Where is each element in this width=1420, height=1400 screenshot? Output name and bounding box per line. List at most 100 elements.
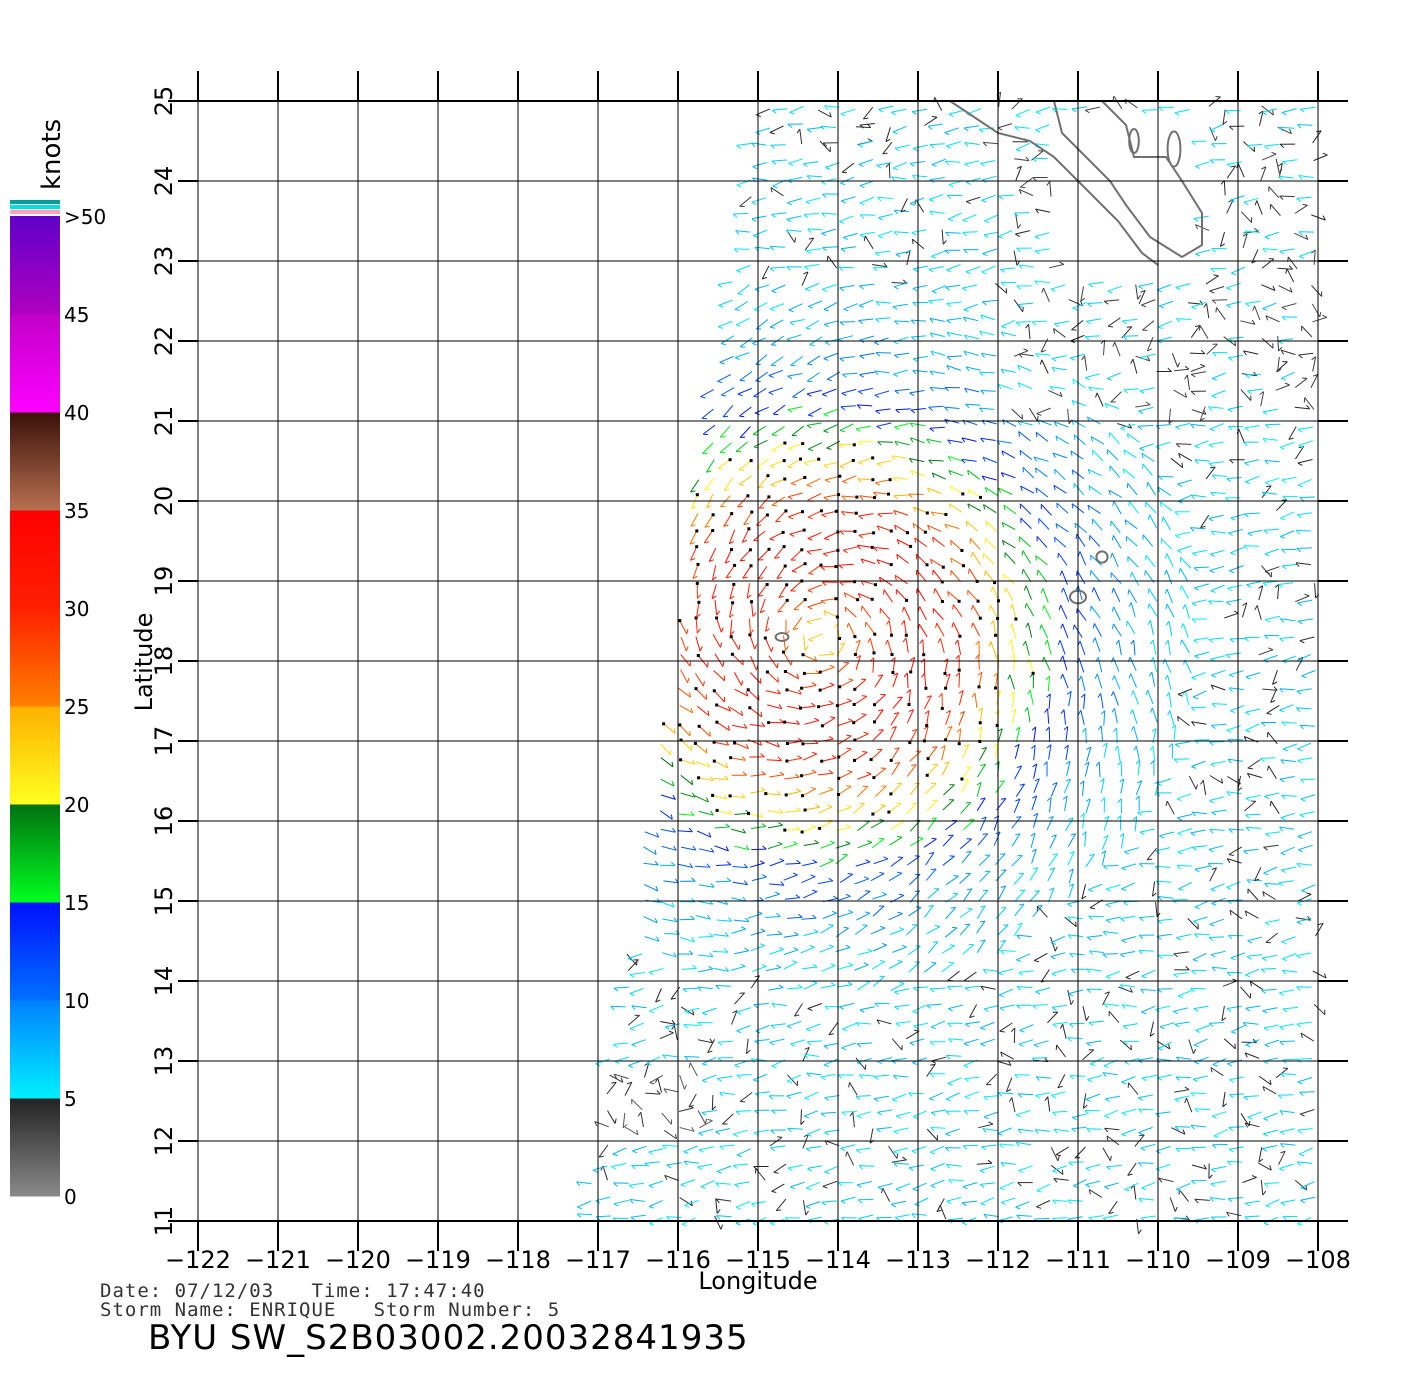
wind-vector-barb: [696, 613, 701, 618]
wind-vector: [822, 1180, 838, 1187]
wind-vector-barb: [1059, 1023, 1064, 1029]
wind-vector: [1050, 936, 1056, 952]
wind-vector-barb: [1070, 833, 1076, 836]
wind-vector: [1300, 106, 1316, 110]
wind-vector: [749, 707, 763, 718]
wind-vector: [941, 745, 946, 761]
wind-vector: [1014, 158, 1030, 162]
wind-vector-barb: [1060, 709, 1065, 715]
wind-vector: [807, 1003, 822, 1010]
wind-vector: [888, 1145, 898, 1159]
wind-vector-barb: [965, 766, 971, 769]
wind-vector-barb: [902, 637, 907, 643]
wind-vector-barb: [821, 212, 826, 218]
wind-vector-barb: [856, 1062, 862, 1066]
wind-vector-barb: [848, 678, 854, 681]
rain-flag-marker: [802, 528, 806, 532]
wind-vector: [929, 370, 945, 375]
wind-vector-barb: [1194, 445, 1200, 449]
wind-vector-barb: [1011, 708, 1017, 713]
wind-vector: [767, 824, 783, 829]
wind-vector: [806, 617, 822, 623]
wind-vector-barb: [861, 605, 863, 611]
rain-flag-marker: [803, 476, 807, 479]
wind-vector: [738, 406, 752, 417]
wind-vector-barb: [997, 1133, 1003, 1136]
wind-vector: [1123, 388, 1139, 391]
wind-vector-barb: [745, 917, 750, 922]
wind-vector-barb: [908, 458, 913, 463]
wind-vector-barb: [690, 490, 696, 493]
rain-flag-marker: [765, 513, 769, 517]
wind-vector: [695, 636, 701, 652]
wind-vector: [926, 1063, 936, 1077]
wind-vector: [806, 389, 822, 395]
wind-vector-barb: [613, 1182, 618, 1187]
wind-vector: [707, 1039, 716, 1053]
wind-vector: [1047, 676, 1051, 692]
wind-vector-barb: [1279, 127, 1284, 132]
wind-vector: [924, 673, 927, 689]
wind-vector-barb: [1085, 377, 1090, 381]
wind-vector: [751, 848, 767, 851]
wind-vector: [981, 1144, 997, 1148]
wind-vector: [1245, 373, 1261, 376]
wind-vector-barb: [771, 504, 777, 507]
wind-vector: [786, 757, 802, 762]
wind-vector-barb: [1010, 691, 1015, 696]
wind-vector: [942, 799, 955, 811]
wind-vector: [1065, 745, 1069, 761]
wind-vector: [659, 1032, 674, 1040]
wind-vector-barb: [867, 948, 873, 952]
wind-vector-barb: [839, 581, 844, 586]
wind-vector: [788, 511, 803, 518]
wind-vector: [695, 688, 707, 700]
wind-vector-barb: [739, 415, 745, 418]
wind-vector: [875, 250, 891, 254]
wind-vector: [1152, 657, 1158, 673]
wind-vector-barb: [1297, 620, 1303, 625]
wind-vector-barb: [1322, 314, 1328, 318]
wind-vector: [1229, 909, 1243, 920]
wind-vector: [612, 1147, 627, 1155]
wind-vector: [1112, 623, 1122, 637]
wind-vector-barb: [1177, 851, 1183, 855]
wind-vector: [1080, 675, 1086, 691]
wind-vector: [930, 1126, 946, 1129]
rain-flag-marker: [800, 830, 804, 834]
wind-vector-barb: [929, 427, 935, 432]
wind-vector-barb: [894, 991, 899, 995]
wind-vector-barb: [710, 847, 715, 853]
wind-vector-barb: [792, 872, 798, 876]
wind-vector: [882, 1187, 891, 1202]
wind-vector: [1191, 301, 1206, 308]
wind-vector-barb: [709, 776, 714, 781]
wind-vector-barb: [1279, 688, 1284, 693]
wind-vector-barb: [1226, 163, 1232, 168]
wind-vector-barb: [1057, 640, 1061, 646]
wind-vector-barb: [1191, 970, 1196, 975]
wind-vector: [948, 1179, 964, 1181]
wind-vector: [962, 284, 978, 289]
wind-vector-barb: [1122, 335, 1128, 340]
rain-flag-marker: [820, 724, 824, 728]
wind-vector-barb: [680, 1184, 686, 1188]
wind-vector-barb: [803, 271, 809, 275]
wind-vector-barb: [962, 287, 967, 292]
wind-vector: [1265, 315, 1280, 323]
wind-vector: [1247, 388, 1263, 392]
wind-vector: [985, 537, 997, 550]
wind-vector-barb: [1000, 853, 1006, 855]
wind-vector-barb: [963, 1065, 969, 1068]
wind-vector: [1036, 1183, 1051, 1192]
wind-vector-barb: [1245, 1202, 1250, 1207]
rain-flag-marker: [784, 793, 788, 797]
wind-vector: [729, 707, 743, 717]
wind-vector-barb: [967, 907, 973, 910]
wind-vector-barb: [1176, 318, 1181, 323]
wind-vector: [660, 828, 676, 833]
wind-vector: [679, 704, 693, 714]
wind-vector-barb: [964, 142, 969, 147]
wind-vector: [1175, 283, 1191, 288]
wind-vector: [629, 1198, 645, 1202]
